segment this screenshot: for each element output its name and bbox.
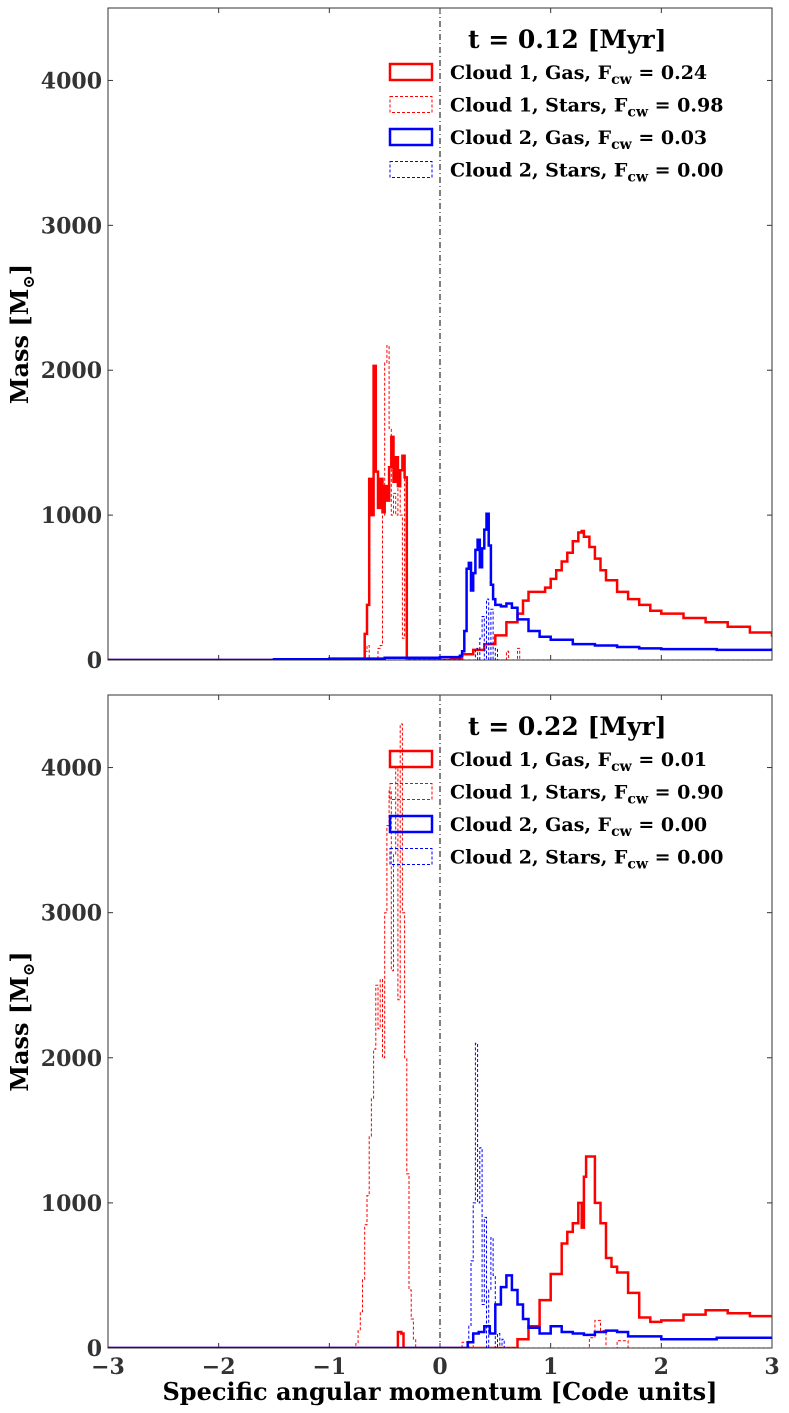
legend-label-2: Cloud 1, Stars, Fcw = 0.98: [450, 95, 723, 121]
legend-label-1: Cloud 1, Gas, Fcw = 0.24: [450, 62, 707, 88]
legend-label-2: Cloud 1, Stars, Fcw = 0.90: [450, 782, 723, 808]
legend-swatch-4: [389, 848, 433, 865]
legend-swatch-2: [389, 96, 433, 113]
y-tick-label: 2000: [41, 1046, 102, 1072]
legend-swatch-1: [388, 62, 434, 82]
time-label: t = 0.22 [Myr]: [468, 712, 667, 741]
y-tick-label: 4000: [41, 68, 102, 94]
y-axis-label: Mass [M⊙]: [5, 951, 38, 1091]
x-tick-label: 0: [432, 1354, 447, 1380]
series-line-1: [108, 1155, 772, 1348]
legend-label-3: Cloud 2, Gas, Fcw = 0.03: [450, 127, 707, 153]
series-line-4: [108, 598, 772, 660]
x-axis-label: Specific angular momentum [Code units]: [162, 1377, 717, 1406]
legend-label-1: Cloud 1, Gas, Fcw = 0.01: [450, 749, 707, 775]
legend-swatch-1: [388, 749, 434, 769]
x-tick-label: 1: [543, 1354, 558, 1380]
time-label: t = 0.12 [Myr]: [468, 25, 667, 54]
panel-top-chart: 0 1000 2000 3000 4000 Mass [M⊙] t = 0.12 [Myr]…: [5, 7, 773, 674]
series-line-2: [108, 723, 772, 1348]
legend-label-3: Cloud 2, Gas, Fcw = 0.00: [450, 814, 707, 840]
legend-swatch-2: [389, 783, 433, 800]
panel-bottom-chart: 0 1000 2000 3000 4000 −3 −2 −1 0 1 2 3 Mass [M⊙] Spec…: [5, 694, 780, 1406]
legend-label-4: Cloud 2, Stars, Fcw = 0.00: [450, 160, 723, 186]
y-tick-label: 1000: [41, 503, 102, 529]
legend-swatch-3: [388, 814, 434, 834]
y-tick-label: 2000: [41, 358, 102, 384]
series-line-3: [108, 1274, 772, 1348]
y-tick-label: 3000: [41, 213, 102, 239]
x-tick-label: 3: [764, 1354, 779, 1380]
legend-label-4: Cloud 2, Stars, Fcw = 0.00: [450, 847, 723, 873]
y-tick-label: 0: [87, 648, 102, 674]
y-tick-label: 1000: [41, 1191, 102, 1217]
x-tick-label: −2: [202, 1354, 236, 1380]
y-tick-label: 3000: [41, 901, 102, 927]
legend-swatch-3: [388, 127, 434, 147]
x-tick-label: 2: [654, 1354, 669, 1380]
y-axis-label: Mass [M⊙]: [5, 264, 38, 404]
legend-swatch-4: [389, 161, 433, 178]
series-line-1: [108, 364, 772, 660]
x-tick-label: −3: [91, 1354, 125, 1380]
series-line-4: [108, 1042, 772, 1348]
series-line-3: [108, 512, 772, 660]
x-tick-label: −1: [312, 1354, 346, 1380]
y-tick-label: 4000: [41, 756, 102, 782]
y-tick-label: 0: [87, 1336, 102, 1362]
